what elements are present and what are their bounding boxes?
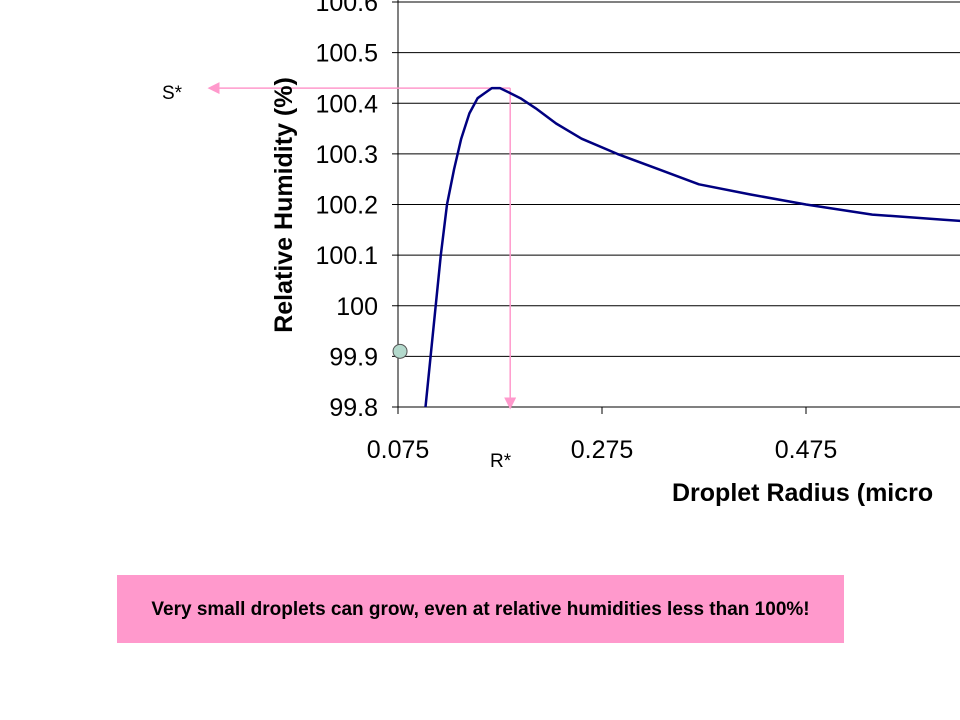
x-tick-label: 0.075 xyxy=(367,436,430,464)
y-tick-label: 100.6 xyxy=(315,0,378,17)
highlight-point xyxy=(392,343,408,359)
chart: 100.6 100.5 100.4 100.3 100.2 100.1 100 99.9 99.… xyxy=(162,0,960,507)
axes xyxy=(392,0,960,414)
x-tick-label: 0.475 xyxy=(775,436,838,464)
points xyxy=(392,343,408,359)
y-tick-label: 100.3 xyxy=(315,141,378,169)
y-tick-label: 100.2 xyxy=(315,192,378,220)
x-tick-label: 0.275 xyxy=(571,436,634,464)
y-tick-label: 100 xyxy=(336,293,378,321)
y-tick-label: 100.1 xyxy=(315,242,378,270)
kohler-curve xyxy=(424,86,960,408)
critical-point-guides xyxy=(207,82,517,410)
y-tick-labels: 100.6 100.5 100.4 100.3 100.2 100.1 100 99.9 99.… xyxy=(315,0,378,422)
y-tick-label: 99.8 xyxy=(329,394,378,422)
x-axis-title: Droplet Radius (micro xyxy=(672,479,933,507)
y-tick-label: 100.4 xyxy=(315,90,378,118)
r-star-label: R* xyxy=(490,451,512,472)
note-text: Very small droplets can grow, even at re… xyxy=(151,598,810,620)
note-callout: Very small droplets can grow, even at re… xyxy=(117,575,844,643)
y-axis-title: Relative Humidity (%) xyxy=(270,77,298,333)
series xyxy=(424,86,960,408)
y-tick-label: 100.5 xyxy=(315,40,378,68)
grid-lines xyxy=(398,1,960,357)
s-star-label: S* xyxy=(162,83,183,104)
y-tick-label: 99.9 xyxy=(329,343,378,371)
